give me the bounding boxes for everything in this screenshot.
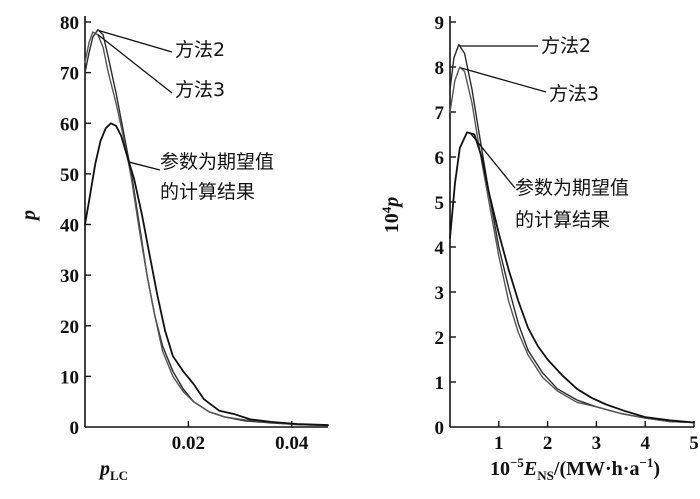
x-tick-label: 2 [543,433,553,454]
y-tick-label: 4 [435,238,445,259]
annotation-label: 方法2 [541,35,591,57]
annotation-label-line2: 的计算结果 [160,181,255,203]
x-axis-label: 10−5ENS/(MW·h·a−1) [490,455,660,483]
x-tick-label: 5 [689,433,699,454]
annotation-leader-line [460,67,547,93]
y-tick-label: 10 [60,367,79,388]
y-tick-label: 0 [70,418,80,439]
annotation-label: 参数为期望值 [515,177,629,199]
y-tick-label: 60 [60,114,79,135]
series-line-3 [84,122,329,426]
y-tick-label: 30 [60,266,79,287]
chart-panel-1: 0 10 20 30 40 50 60 70 80 0.02 0.04 方法2 方法3 参数为期望值的计算… [18,13,329,483]
y-tick-label: 6 [435,148,445,169]
y-axis-label: p [18,210,40,222]
x-tick-label: 4 [640,433,650,454]
y-tick-label: 80 [60,13,79,34]
x-tick-label: 3 [592,433,602,454]
annotation-leader-line [98,29,173,53]
y-tick-label: 50 [60,165,79,186]
annotation-label: 方法3 [549,83,599,105]
annotation-label: 方法2 [175,39,225,61]
annotation-label: 方法3 [175,79,225,101]
y-tick-label: 0 [435,418,445,439]
y-tick-label: 40 [60,216,79,237]
x-tick-label: 0.04 [275,433,309,454]
x-axis-label: pLC [98,458,128,483]
annotation-label: 参数为期望值 [160,151,274,173]
annotation-leader-line [469,132,516,189]
y-tick-label: 5 [435,193,445,214]
y-tick-label: 9 [435,13,445,34]
y-tick-label: 8 [435,58,445,79]
x-tick-label: 1 [494,433,504,454]
y-tick-label: 1 [435,373,445,394]
y-axis-label: 104p [379,197,404,234]
annotation-leader-line [128,161,161,171]
series-line-2 [84,31,329,427]
y-tick-label: 7 [435,103,445,124]
series-line-2 [449,66,695,424]
y-tick-label: 20 [60,317,79,338]
x-tick-label: 0.02 [172,433,205,454]
y-tick-label: 2 [435,328,445,349]
annotation-label-line2: 的计算结果 [515,209,610,231]
annotation-leader-line [97,34,173,94]
y-tick-label: 3 [435,283,445,304]
series-line-3 [449,131,695,424]
y-tick-label: 70 [60,64,79,85]
